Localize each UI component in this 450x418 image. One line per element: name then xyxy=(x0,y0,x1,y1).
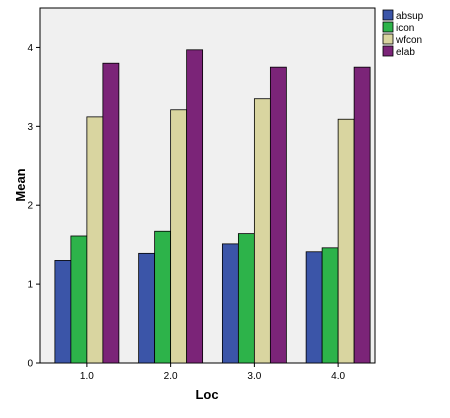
legend-swatch-elab xyxy=(382,45,394,57)
bar-wfcon-1.0 xyxy=(86,116,104,364)
legend-label-wfcon: wfcon xyxy=(395,35,422,46)
legend-label-absup: absup xyxy=(396,11,424,22)
bar-absup-1.0 xyxy=(54,260,72,364)
x-tick-label: 2.0 xyxy=(164,371,178,382)
bar-elab-3.0 xyxy=(269,66,287,364)
bar-absup-2.0 xyxy=(138,252,156,364)
y-tick-label: 3 xyxy=(27,122,33,133)
bar-elab-2.0 xyxy=(186,49,204,364)
legend-swatch-wfcon xyxy=(382,33,394,45)
bar-absup-4.0 xyxy=(305,251,323,364)
x-axis-title: Loc xyxy=(195,387,218,402)
bar-elab-4.0 xyxy=(353,66,371,364)
y-tick-label: 1 xyxy=(27,280,33,291)
bar-wfcon-2.0 xyxy=(170,109,188,364)
legend-swatch-absup xyxy=(382,9,394,21)
bar-icon-3.0 xyxy=(237,233,255,364)
y-tick-label: 0 xyxy=(27,359,33,370)
bar-elab-1.0 xyxy=(102,62,120,364)
y-axis-ticks: 0 1 2 3 4 xyxy=(27,43,40,370)
bar-icon-2.0 xyxy=(154,230,172,364)
x-tick-label: 1.0 xyxy=(80,371,94,382)
bar-icon-4.0 xyxy=(321,247,339,364)
x-tick-label: 3.0 xyxy=(247,371,261,382)
bars-group xyxy=(54,49,371,364)
legend-swatch-icon xyxy=(382,21,394,33)
x-tick-label: 4.0 xyxy=(331,371,345,382)
bar-absup-3.0 xyxy=(221,243,239,364)
legend-label-icon: icon xyxy=(396,23,414,34)
x-axis-ticks: 1.0 2.0 3.0 4.0 xyxy=(80,363,346,382)
bar-wfcon-3.0 xyxy=(253,98,271,364)
y-tick-label: 2 xyxy=(27,201,33,212)
bar-icon-1.0 xyxy=(70,235,88,364)
bar-wfcon-4.0 xyxy=(337,118,355,364)
y-axis-title: Mean xyxy=(13,168,28,201)
legend-label-elab: elab xyxy=(396,47,415,58)
y-tick-label: 4 xyxy=(27,43,33,54)
